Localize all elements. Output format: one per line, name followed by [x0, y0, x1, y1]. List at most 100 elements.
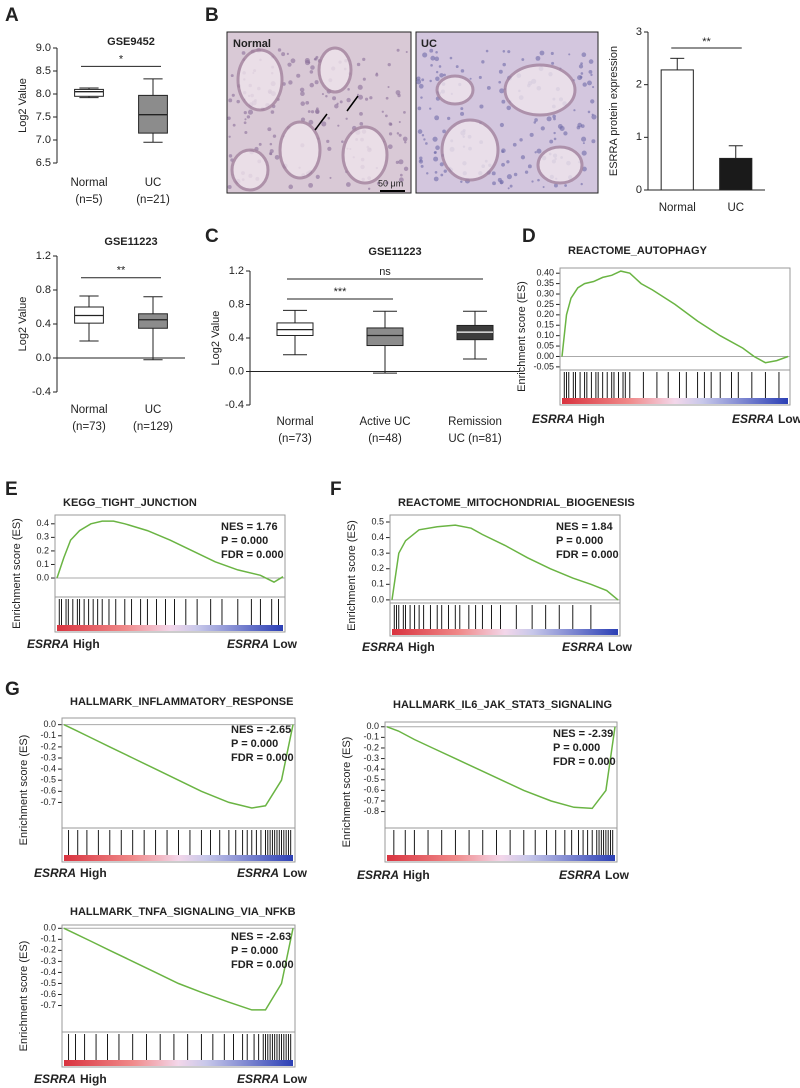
rank-label: ESRRA Low — [732, 412, 800, 426]
y-tick-label: 0.0 — [43, 719, 56, 729]
rank-label: ESRRA High — [34, 1072, 107, 1086]
cell — [398, 133, 402, 137]
cell — [498, 80, 502, 84]
gene-name: ESRRA — [237, 1072, 279, 1086]
cell — [419, 156, 423, 160]
cell — [551, 61, 555, 65]
cell — [501, 162, 505, 167]
x-tick-label: (n=21) — [136, 194, 170, 206]
y-tick-label: 7.0 — [36, 134, 51, 146]
cell — [506, 174, 512, 180]
cell — [479, 104, 484, 109]
cell — [367, 187, 371, 190]
y-tick-label: 0.5 — [371, 516, 384, 526]
cell — [228, 135, 231, 138]
cell — [396, 132, 400, 135]
gsea-stat: P = 0.000 — [231, 738, 278, 750]
cell — [308, 182, 314, 188]
x-tick-label: (n=129) — [133, 421, 173, 433]
crypt — [536, 145, 584, 185]
cell — [287, 62, 292, 67]
cell — [228, 154, 233, 158]
cell — [227, 116, 231, 120]
cell — [498, 69, 503, 74]
box — [138, 313, 168, 329]
y-tick-label: 0.0 — [36, 572, 49, 582]
cell — [421, 78, 425, 82]
arrow — [346, 95, 359, 112]
scale-label: 50 μm — [378, 178, 403, 188]
cell — [553, 137, 557, 141]
cell — [326, 139, 330, 143]
cell — [232, 123, 236, 127]
cell — [534, 118, 538, 122]
cell — [389, 122, 393, 126]
y-tick-label: -0.7 — [40, 797, 56, 807]
cell — [434, 170, 438, 174]
cell — [519, 138, 523, 142]
y-tick-label: 0.3 — [371, 548, 384, 558]
rank-end: Low — [608, 640, 633, 654]
gene-name: ESRRA — [237, 866, 279, 880]
cell — [246, 115, 251, 119]
es-curve — [63, 724, 294, 809]
cell — [588, 59, 594, 64]
bar — [660, 69, 694, 191]
cell — [347, 88, 350, 91]
rank-end: Low — [778, 412, 800, 426]
cell — [359, 111, 363, 116]
cell — [337, 124, 340, 127]
gsea-stat: P = 0.000 — [231, 945, 278, 957]
y-tick-label: 0.1 — [371, 579, 384, 589]
y-tick-label: 9.0 — [36, 42, 51, 54]
y-tick-label: 0.30 — [536, 288, 554, 298]
cell — [439, 73, 444, 78]
y-tick-label: 0.0 — [36, 352, 51, 364]
y-tick-label: -0.4 — [363, 764, 379, 774]
cell — [290, 58, 296, 64]
chart-title: HALLMARK_IL6_JAK_STAT3_SIGNALING — [393, 699, 612, 711]
cell — [356, 62, 361, 67]
cell — [336, 102, 339, 105]
cell — [236, 99, 240, 104]
cell — [550, 51, 554, 56]
cell — [460, 107, 464, 111]
cell — [573, 109, 576, 112]
cell — [430, 64, 433, 67]
y-tick-label: 0.0 — [229, 365, 244, 377]
y-tick-label: 0 — [636, 184, 642, 196]
y-tick-label: -0.6 — [40, 989, 56, 999]
cell — [258, 142, 262, 146]
cell — [395, 90, 401, 95]
cell — [308, 119, 314, 125]
y-axis-label: Enrichment score (ES) — [516, 281, 528, 392]
cell — [591, 113, 594, 116]
cell — [506, 105, 512, 111]
image-label: Normal — [233, 38, 271, 50]
x-tick-label: Active UC — [359, 416, 410, 428]
cell — [486, 85, 491, 90]
cell — [590, 99, 595, 104]
y-axis-label: Log2 Value — [210, 311, 222, 366]
y-tick-label: 1 — [636, 131, 642, 143]
cell — [395, 160, 400, 165]
cell — [563, 131, 568, 136]
cell — [429, 79, 432, 83]
y-tick-label: 0.4 — [371, 532, 384, 542]
y-tick-label: -0.2 — [40, 741, 56, 751]
cell — [365, 97, 369, 101]
cell — [244, 118, 247, 121]
y-tick-label: 3 — [636, 26, 642, 38]
cell — [499, 181, 503, 185]
cell — [288, 80, 293, 85]
cell — [227, 184, 232, 189]
cell — [247, 109, 254, 115]
cell — [357, 84, 363, 90]
y-tick-label: 6.5 — [36, 157, 51, 169]
rank-gradient — [57, 625, 283, 631]
cell — [362, 57, 366, 61]
cell — [485, 49, 489, 53]
gsea-stat: FDR = 0.000 — [553, 756, 616, 768]
cell — [553, 117, 556, 121]
